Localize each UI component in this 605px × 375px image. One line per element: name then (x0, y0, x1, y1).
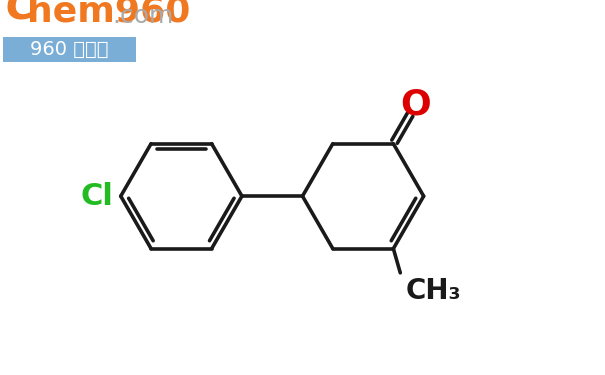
Text: CH₃: CH₃ (406, 278, 462, 306)
Text: hem960: hem960 (27, 0, 191, 28)
Text: C: C (5, 0, 36, 28)
Text: Cl: Cl (81, 182, 114, 211)
Text: 960 化工网: 960 化工网 (30, 40, 109, 59)
FancyBboxPatch shape (3, 38, 136, 62)
Text: .com: .com (112, 4, 174, 28)
Text: O: O (401, 87, 431, 121)
